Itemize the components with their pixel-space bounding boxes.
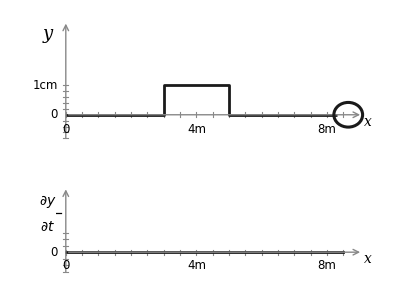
Text: $\partial t$: $\partial t$ xyxy=(40,220,55,234)
Text: 8m: 8m xyxy=(318,260,336,272)
Text: 0: 0 xyxy=(62,260,70,272)
Text: 0: 0 xyxy=(50,246,58,259)
Text: x: x xyxy=(364,252,372,266)
Text: y: y xyxy=(43,25,53,43)
Text: $\partial y$: $\partial y$ xyxy=(39,193,57,210)
Text: 0: 0 xyxy=(50,108,58,121)
Text: 0: 0 xyxy=(62,123,70,136)
Text: 1cm: 1cm xyxy=(32,79,58,92)
Text: 8m: 8m xyxy=(318,123,336,136)
Text: x: x xyxy=(364,115,372,129)
Text: 4m: 4m xyxy=(187,123,206,136)
Text: 4m: 4m xyxy=(187,260,206,272)
